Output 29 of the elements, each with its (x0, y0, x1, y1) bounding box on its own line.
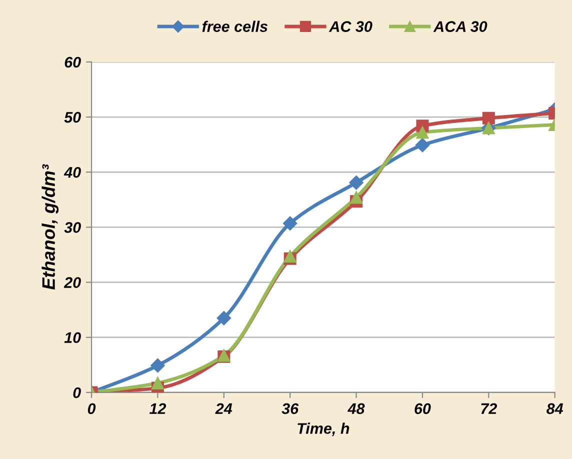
y-tick-label: 20 (64, 277, 81, 288)
x-tick-label: 72 (481, 403, 497, 414)
y-tick-label: 60 (64, 56, 81, 68)
x-tick-label: 48 (348, 403, 365, 414)
point (150, 358, 165, 373)
legend-label: AC 30 (328, 21, 372, 32)
y-axis-title: Ethanol, g/dm³ (42, 164, 59, 290)
y-tick-label: 40 (64, 166, 81, 178)
point (151, 376, 164, 390)
point (415, 138, 430, 152)
x-axis-title: Time, h (298, 422, 350, 436)
point (416, 126, 429, 139)
point (283, 216, 298, 230)
x-tick-label: 60 (414, 403, 431, 414)
point (216, 311, 231, 326)
point (349, 176, 364, 190)
legend-label: free cells (202, 20, 268, 32)
y-tick-label: 10 (64, 332, 81, 344)
y-tick-label: 30 (64, 222, 81, 233)
x-tick-label: 36 (282, 403, 299, 414)
legend-label: ACA 30 (433, 21, 488, 32)
x-tick-label: 12 (149, 403, 166, 414)
x-tick-label: 0 (88, 403, 96, 414)
y-tick-label: 0 (73, 387, 81, 398)
x-tick-label: 24 (215, 403, 232, 414)
point (350, 191, 363, 204)
x-tick-label: 84 (546, 403, 564, 414)
y-tick-label: 50 (64, 112, 81, 123)
point (482, 112, 495, 124)
